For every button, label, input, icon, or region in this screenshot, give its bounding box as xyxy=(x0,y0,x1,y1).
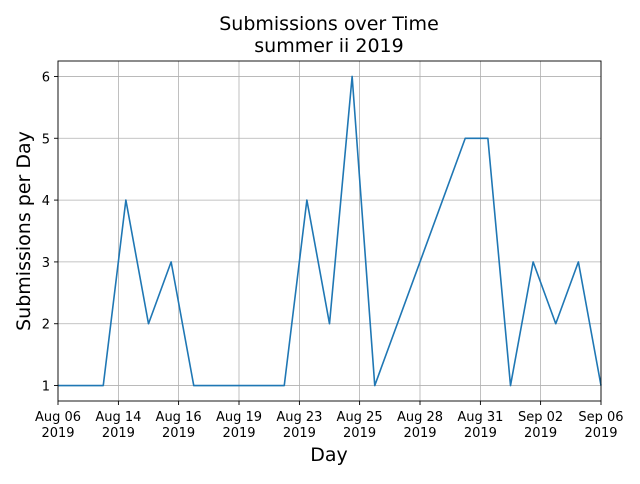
x-tick-label: Sep 02 xyxy=(518,410,563,425)
y-tick-label: 1 xyxy=(42,380,50,395)
x-axis-label: Day xyxy=(310,444,348,466)
x-tick-label: 2019 xyxy=(584,426,617,441)
x-tick-label: Aug 25 xyxy=(337,410,383,425)
x-tick-label: Aug 16 xyxy=(156,410,202,425)
series-line xyxy=(58,75,602,387)
x-tick-label: 2019 xyxy=(343,426,376,441)
x-tick-label: 2019 xyxy=(524,426,557,441)
x-tick-label: Aug 19 xyxy=(216,410,262,425)
x-tick-label: 2019 xyxy=(403,426,436,441)
x-tick-label: Aug 06 xyxy=(35,410,81,425)
x-tick-label: Aug 28 xyxy=(397,410,443,425)
x-tick-label: Aug 14 xyxy=(95,410,141,425)
grid xyxy=(57,61,602,401)
x-tick-label: 2019 xyxy=(102,426,135,441)
x-tick-label: Aug 23 xyxy=(276,410,322,425)
y-axis-label: Submissions per Day xyxy=(13,131,35,331)
x-tick-label: Aug 31 xyxy=(457,410,503,425)
y-tick-label: 5 xyxy=(42,132,50,147)
y-tick-label: 3 xyxy=(42,256,50,271)
x-tick-label: Sep 06 xyxy=(578,410,623,425)
y-tick-label: 2 xyxy=(42,318,50,333)
x-tick-label: 2019 xyxy=(41,426,74,441)
y-tick-label: 4 xyxy=(42,194,50,209)
series-layer xyxy=(58,75,602,387)
x-tick-label: 2019 xyxy=(162,426,195,441)
x-tick-label: 2019 xyxy=(464,426,497,441)
chart-subtitle: summer ii 2019 xyxy=(254,35,403,57)
x-tick-label: 2019 xyxy=(283,426,316,441)
x-tick-label: 2019 xyxy=(222,426,255,441)
y-tick-label: 6 xyxy=(42,70,50,85)
chart-title: Submissions over Time xyxy=(219,13,439,35)
plot-frame xyxy=(57,60,602,402)
